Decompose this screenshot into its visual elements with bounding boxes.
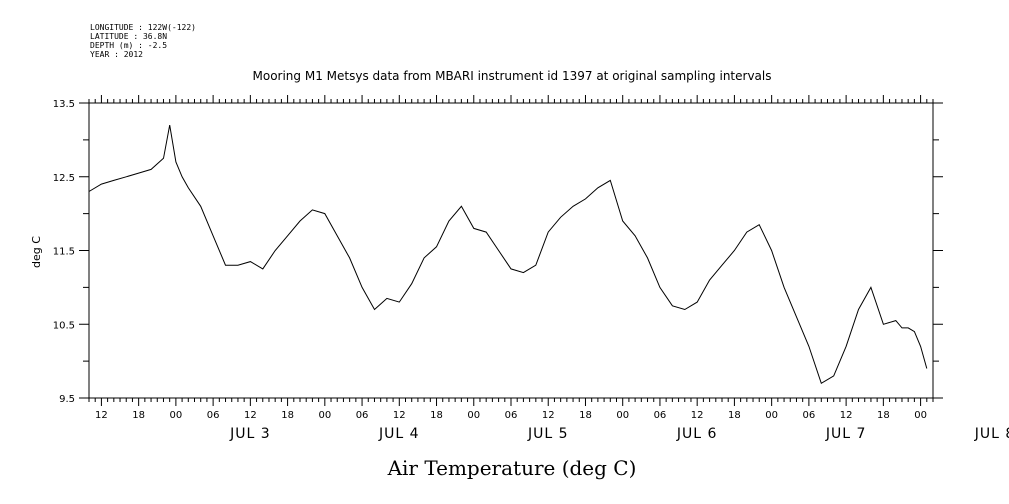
plot-frame xyxy=(88,102,934,399)
x-day-label: JUL 8 xyxy=(974,426,1009,442)
metadata-line: YEAR : 2012 xyxy=(90,50,143,59)
x-hour-label: 18 xyxy=(132,410,145,421)
x-hour-label: 18 xyxy=(579,410,592,421)
x-hour-label: 12 xyxy=(691,410,704,421)
x-hour-label: 12 xyxy=(840,410,853,421)
x-hour-label: 00 xyxy=(318,410,331,421)
x-hour-label: 12 xyxy=(244,410,257,421)
y-tick-label: 11.5 xyxy=(53,247,75,258)
x-day-label: JUL 7 xyxy=(825,426,867,442)
x-hour-label: 06 xyxy=(356,410,369,421)
x-hour-label: 18 xyxy=(877,410,890,421)
x-hour-label: 00 xyxy=(467,410,480,421)
x-hour-label: 12 xyxy=(95,410,108,421)
x-day-label: JUL 4 xyxy=(378,426,420,442)
x-hour-label: 06 xyxy=(803,410,816,421)
x-hour-label: 00 xyxy=(765,410,778,421)
metadata-line: LATITUDE : 36.8N xyxy=(90,32,167,41)
x-day-label: JUL 6 xyxy=(676,426,718,442)
x-day-label: JUL 5 xyxy=(527,426,569,442)
y-tick-label: 9.5 xyxy=(59,394,75,405)
y-tick-label: 10.5 xyxy=(53,320,75,331)
x-axis-title: Air Temperature (deg C) xyxy=(387,456,637,480)
x-hour-label: 12 xyxy=(542,410,555,421)
metadata-line: LONGITUDE : 122W(-122) xyxy=(90,23,196,32)
x-hour-label: 18 xyxy=(281,410,294,421)
x-hour-label: 06 xyxy=(654,410,667,421)
series-layer xyxy=(88,125,928,385)
x-hour-label: 18 xyxy=(430,410,443,421)
y-tick-label: 12.5 xyxy=(53,173,75,184)
metadata-block: LONGITUDE : 122W(-122)LATITUDE : 36.8NDE… xyxy=(90,23,196,59)
x-hour-label: 00 xyxy=(914,410,927,421)
x-day-label: JUL 3 xyxy=(229,426,271,442)
x-hour-label: 18 xyxy=(728,410,741,421)
chart-title: Mooring M1 Metsys data from MBARI instru… xyxy=(253,69,772,83)
x-hour-label: 00 xyxy=(170,410,183,421)
series-line xyxy=(88,125,928,385)
y-axis-label: deg C xyxy=(30,236,43,268)
y-tick-label: 13.5 xyxy=(53,99,75,110)
plot-axes: 9.5 10.5 11.5 12.5 13.5 12 18 00 06 12 18 00 06 12 18 0… xyxy=(53,95,1009,442)
x-hour-label: 06 xyxy=(207,410,220,421)
x-hour-label: 00 xyxy=(616,410,629,421)
x-hour-label: 12 xyxy=(393,410,406,421)
metadata-line: DEPTH (m) : -2.5 xyxy=(90,41,167,50)
x-hour-label: 06 xyxy=(505,410,518,421)
